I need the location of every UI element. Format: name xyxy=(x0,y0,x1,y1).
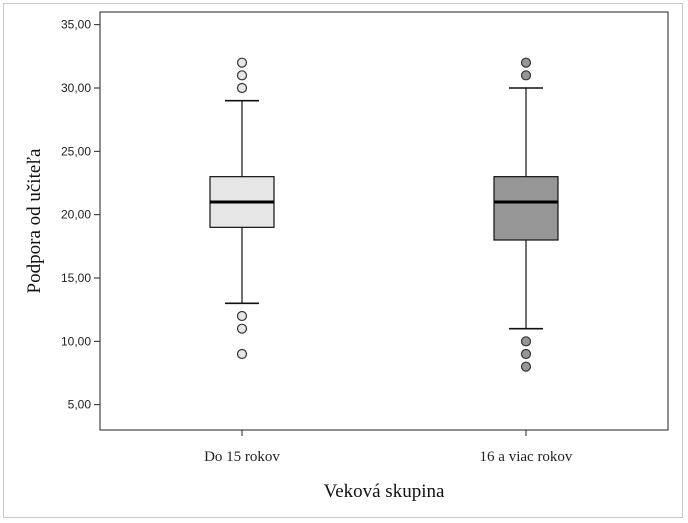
outlier-point xyxy=(236,70,248,81)
outlier-point xyxy=(236,82,248,94)
outlier-point xyxy=(520,57,532,68)
outlier-point xyxy=(236,348,248,360)
chart-frame xyxy=(3,3,683,518)
iqr-box xyxy=(493,176,559,241)
y-axis: 5,00 10,00 15,00 20,00 25,00 30,00 35,00 xyxy=(61,18,100,412)
outlier-point xyxy=(520,348,532,360)
y-tick-label: 20,00 xyxy=(61,208,91,222)
y-tick-label: 10,00 xyxy=(61,334,91,348)
x-tick-label: Do 15 rokov xyxy=(204,449,280,465)
outlier-point xyxy=(520,336,532,347)
y-tick-label: 35,00 xyxy=(61,18,91,32)
y-tick-label: 5,00 xyxy=(68,398,92,412)
y-tick-label: 25,00 xyxy=(61,144,91,158)
x-tick-label: 16 a viac rokov xyxy=(480,449,573,465)
outlier-point xyxy=(236,57,248,68)
y-axis-title: Podpora od učiteľa xyxy=(24,148,45,293)
outlier-point xyxy=(236,310,248,322)
plot-area xyxy=(99,11,669,431)
outlier-point xyxy=(520,70,532,81)
y-tick-label: 15,00 xyxy=(61,271,91,285)
outlier-point xyxy=(520,361,532,372)
box-group xyxy=(209,57,275,360)
boxes xyxy=(209,57,559,372)
outlier-point xyxy=(236,323,248,334)
x-axis-title: Veková skupina xyxy=(324,481,445,502)
box-group xyxy=(493,57,559,372)
x-axis: Do 15 rokov 16 a viac rokov xyxy=(204,430,573,465)
y-tick-label: 30,00 xyxy=(61,81,91,95)
